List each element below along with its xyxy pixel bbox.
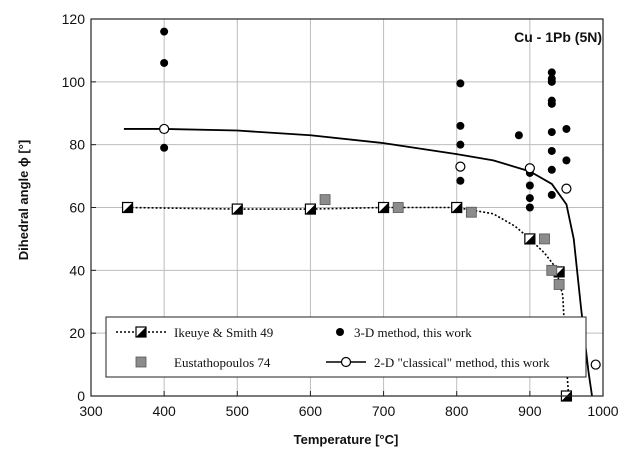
point-3d-method — [160, 27, 169, 36]
legend-entry-eustathopoulos: Eustathopoulos 74 — [135, 355, 271, 370]
series-ikeuye — [121, 201, 573, 402]
legend-label-2d-method: 2-D "classical" method, this work — [374, 355, 550, 370]
series-eustathopoulos — [319, 194, 565, 290]
half-square-fill — [378, 202, 389, 213]
y-tick-label: 40 — [69, 262, 85, 278]
legend-symbol-2d-method — [340, 356, 352, 368]
legend-entry-2d-method: 2-D "classical" method, this work — [326, 355, 550, 370]
point-3d-method — [456, 176, 465, 185]
point-ikeuye — [377, 201, 390, 214]
x-tick-label: 300 — [79, 403, 103, 419]
half-square-fill — [305, 204, 316, 215]
series-3d-method — [160, 27, 571, 212]
legend-entry-ikeuye: Ikeuye & Smith 49 — [116, 325, 273, 340]
point-3d-method — [547, 165, 556, 174]
markers — [121, 27, 601, 402]
point-3d-method — [456, 140, 465, 149]
x-tick-label: 800 — [445, 403, 469, 419]
point-3d-method — [456, 79, 465, 88]
half-square-fill — [232, 204, 243, 215]
point-3d-method — [525, 194, 534, 203]
legend-label-3d-method: 3-D method, this work — [354, 325, 472, 340]
point-eustathopoulos — [465, 206, 477, 218]
half-square-fill — [136, 327, 146, 337]
x-tick-label: 700 — [372, 403, 396, 419]
y-tick-label: 120 — [62, 11, 86, 27]
x-axis-label: Temperature [°C] — [294, 432, 399, 447]
legend-label-ikeuye: Ikeuye & Smith 49 — [174, 325, 273, 340]
x-tick-label: 500 — [226, 403, 250, 419]
x-tick-label: 400 — [152, 403, 176, 419]
half-square-fill — [122, 202, 133, 213]
point-eustathopoulos — [553, 279, 565, 290]
x-tick-labels: 300 400 500 600 700 800 900 1000 — [79, 391, 619, 419]
point-3d-method — [547, 128, 556, 137]
x-tick-label: 900 — [518, 403, 542, 419]
legend-marker-2d-method — [340, 356, 352, 368]
series-2d-method — [159, 123, 601, 370]
point-eustathopoulos — [546, 264, 558, 276]
legend-marker-3d-method — [336, 328, 344, 336]
material-annotation: Cu - 1Pb (5N) — [514, 29, 602, 45]
point-ikeuye — [524, 233, 536, 245]
point-2d-method — [159, 123, 170, 135]
fit-curve-2d-method — [123, 128, 593, 397]
point-2d-method — [455, 161, 466, 172]
point-3d-method — [525, 181, 534, 190]
half-square-fill — [451, 202, 462, 213]
point-3d-method — [514, 131, 523, 140]
legend-entry-3d-method: 3-D method, this work — [336, 325, 472, 340]
point-3d-method — [547, 68, 556, 77]
point-3d-method — [547, 146, 556, 155]
point-ikeuye — [304, 203, 317, 215]
legend-marker-ikeuye — [135, 326, 147, 338]
point-3d-method — [547, 99, 556, 108]
point-3d-method — [547, 77, 556, 86]
y-tick-label: 100 — [62, 74, 86, 90]
point-eustathopoulos — [539, 233, 550, 245]
point-2d-method — [524, 163, 535, 174]
point-3d-method — [456, 121, 465, 130]
y-axis-label: Dihedral angle ϕ [°] — [16, 140, 31, 260]
half-square-fill — [524, 233, 535, 244]
point-eustathopoulos — [392, 202, 404, 213]
x-tick-label: 1000 — [587, 403, 618, 419]
legend-symbol-eustathopoulos — [135, 356, 147, 368]
point-3d-method — [160, 143, 169, 152]
y-tick-label: 0 — [77, 388, 85, 404]
point-ikeuye — [231, 203, 243, 215]
curves — [123, 128, 593, 397]
y-tick-labels: 0 20 40 60 80 100 120 — [62, 11, 96, 404]
point-3d-method — [160, 58, 169, 67]
point-2d-method — [590, 359, 601, 370]
point-eustathopoulos — [319, 194, 331, 206]
x-tick-label: 600 — [299, 403, 323, 419]
point-3d-method — [547, 190, 556, 199]
point-ikeuye — [121, 201, 134, 214]
y-tick-label: 60 — [69, 200, 85, 216]
point-ikeuye — [451, 201, 463, 214]
y-tick-label: 20 — [69, 325, 85, 341]
point-3d-method — [562, 156, 571, 165]
legend-symbol-ikeuye — [135, 326, 147, 338]
point-3d-method — [525, 203, 534, 212]
legend-symbol-3d-method — [336, 328, 344, 336]
legend: Ikeuye & Smith 49 3-D method, this work … — [105, 316, 587, 378]
legend-marker-eustathopoulos — [135, 356, 147, 368]
y-tick-label: 80 — [69, 137, 85, 153]
legend-label-eustathopoulos: Eustathopoulos 74 — [174, 355, 271, 370]
point-2d-method — [561, 183, 572, 194]
point-3d-method — [562, 124, 571, 133]
